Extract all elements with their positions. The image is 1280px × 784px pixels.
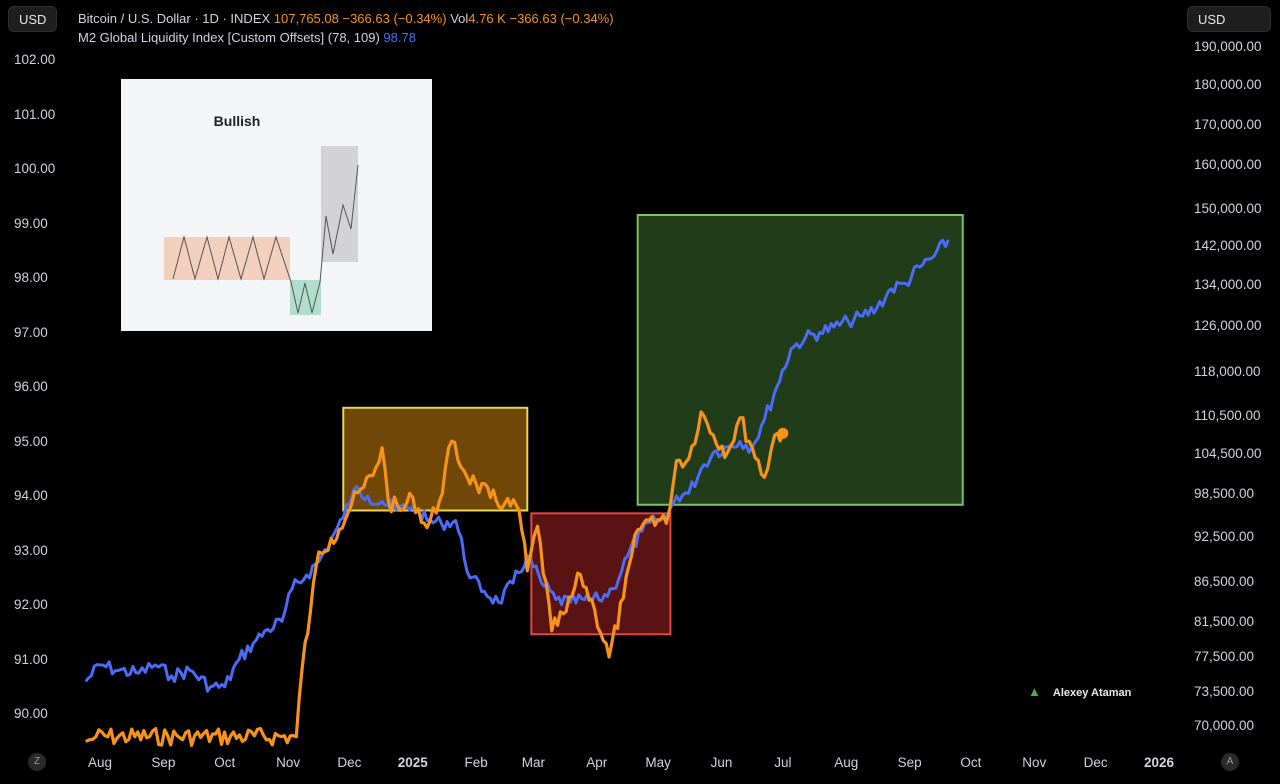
- left-axis-tick: 100.00: [14, 161, 56, 176]
- left-axis-tick: 99.00: [14, 215, 48, 231]
- time-axis-tick: Dec: [337, 755, 362, 770]
- time-axis-tick: Nov: [276, 755, 301, 770]
- left-axis-tick: 94.00: [14, 488, 48, 503]
- time-axis-tick: Oct: [960, 755, 982, 770]
- time-axis-tick: 2026: [1143, 755, 1175, 770]
- left-axis-tick: 102.00: [14, 52, 56, 67]
- zoom-toggle-icon[interactable]: Z: [28, 753, 46, 771]
- breakout-box: [321, 146, 358, 262]
- left-axis-tick: 93.00: [14, 542, 48, 558]
- time-axis-tick: Mar: [521, 755, 546, 770]
- yellow-highlight-box: [342, 406, 529, 512]
- green-highlight-box: [636, 214, 964, 506]
- price-change: −366.63 (−0.34%): [342, 11, 447, 26]
- left-axis-tick: 91.00: [14, 651, 48, 667]
- right-axis-tick: 98,500.00: [1194, 486, 1255, 501]
- left-axis-tick: 97.00: [14, 324, 48, 340]
- right-axis-tick: 118,000.00: [1194, 364, 1261, 379]
- right-axis-tick: 86,500.00: [1194, 574, 1255, 589]
- time-axis-tick: Dec: [1083, 755, 1108, 770]
- right-axis-tick: 190,000.00: [1194, 39, 1262, 54]
- indicator-title[interactable]: M2 Global Liquidity Index [Custom Offset…: [78, 30, 380, 45]
- volume-value: 4.76 K: [468, 11, 506, 26]
- left-axis-tick: 95.00: [14, 433, 48, 449]
- time-axis-tick: Sep: [151, 755, 176, 770]
- m2-liquidity-line: [84, 238, 950, 693]
- time-axis-tick: Aug: [834, 755, 859, 770]
- left-axis-tick: 101.00: [14, 106, 56, 122]
- indicator-value: 98.78: [383, 30, 416, 45]
- currency-button-right[interactable]: USD: [1187, 6, 1271, 32]
- right-axis-tick: 134,000.00: [1194, 277, 1262, 292]
- bitcoin-last-price-dot: [777, 427, 789, 439]
- time-axis-tick: May: [645, 755, 671, 770]
- right-axis-tick: 110,500.00: [1194, 408, 1261, 423]
- time-axis-tick: 2025: [397, 755, 428, 770]
- currency-button-left[interactable]: USD: [8, 6, 58, 32]
- symbol-legend: Bitcoin / U.S. Dollar · 1D · INDEX 107,7…: [78, 11, 614, 26]
- right-axis-tick: 170,000.00: [1194, 117, 1262, 132]
- left-axis-tick: 92.00: [14, 597, 48, 612]
- right-axis-tick: 160,000.00: [1194, 157, 1262, 172]
- left-axis-tick: 96.00: [14, 379, 48, 394]
- right-axis-tick: 150,000.00: [1194, 201, 1262, 216]
- time-axis-tick: Nov: [1022, 755, 1047, 770]
- time-axis-tick: Sep: [897, 755, 922, 770]
- time-axis-tick: Feb: [464, 755, 488, 770]
- auto-scale-icon[interactable]: A: [1221, 753, 1239, 771]
- right-axis-tick: 142,000.00: [1194, 238, 1262, 253]
- indicator-legend: M2 Global Liquidity Index [Custom Offset…: [78, 30, 416, 45]
- author-logo-icon: ▲: [1028, 684, 1041, 699]
- bullish-pattern-inset: Bullish: [121, 79, 432, 331]
- right-axis-tick: 70,000.00: [1194, 718, 1255, 733]
- right-axis-tick: 126,000.00: [1194, 318, 1262, 333]
- last-price: 107,765.08: [273, 11, 339, 26]
- left-axis-tick: 90.00: [14, 706, 48, 721]
- time-axis-tick: Apr: [586, 755, 608, 770]
- bullish-pattern-diagram: [164, 146, 359, 315]
- right-axis-tick: 77,500.00: [1194, 649, 1255, 664]
- bitcoin-price-line: [84, 410, 785, 747]
- author-watermark: ▲ Alexey Ataman: [1028, 684, 1132, 699]
- time-axis-tick: Jun: [710, 755, 733, 770]
- symbol-title[interactable]: Bitcoin / U.S. Dollar · 1D · INDEX: [78, 11, 271, 26]
- time-axis-tick: Oct: [214, 755, 236, 770]
- right-axis-tick: 92,500.00: [1194, 529, 1255, 544]
- volume-change: −366.63 (−0.34%): [509, 11, 614, 26]
- price-path: [172, 164, 359, 314]
- right-axis-tick: 180,000.00: [1194, 77, 1262, 92]
- right-axis-tick: 73,500.00: [1194, 684, 1255, 699]
- left-axis-tick: 98.00: [14, 270, 48, 285]
- inset-title: Bullish: [213, 113, 261, 129]
- time-axis-tick: Jul: [774, 755, 792, 770]
- red-highlight-box: [530, 512, 672, 636]
- volume-label: Vol: [450, 11, 469, 26]
- right-axis-tick: 104,500.00: [1194, 446, 1262, 461]
- time-axis-tick: Aug: [87, 755, 113, 770]
- right-axis-tick: 81,500.00: [1194, 614, 1255, 629]
